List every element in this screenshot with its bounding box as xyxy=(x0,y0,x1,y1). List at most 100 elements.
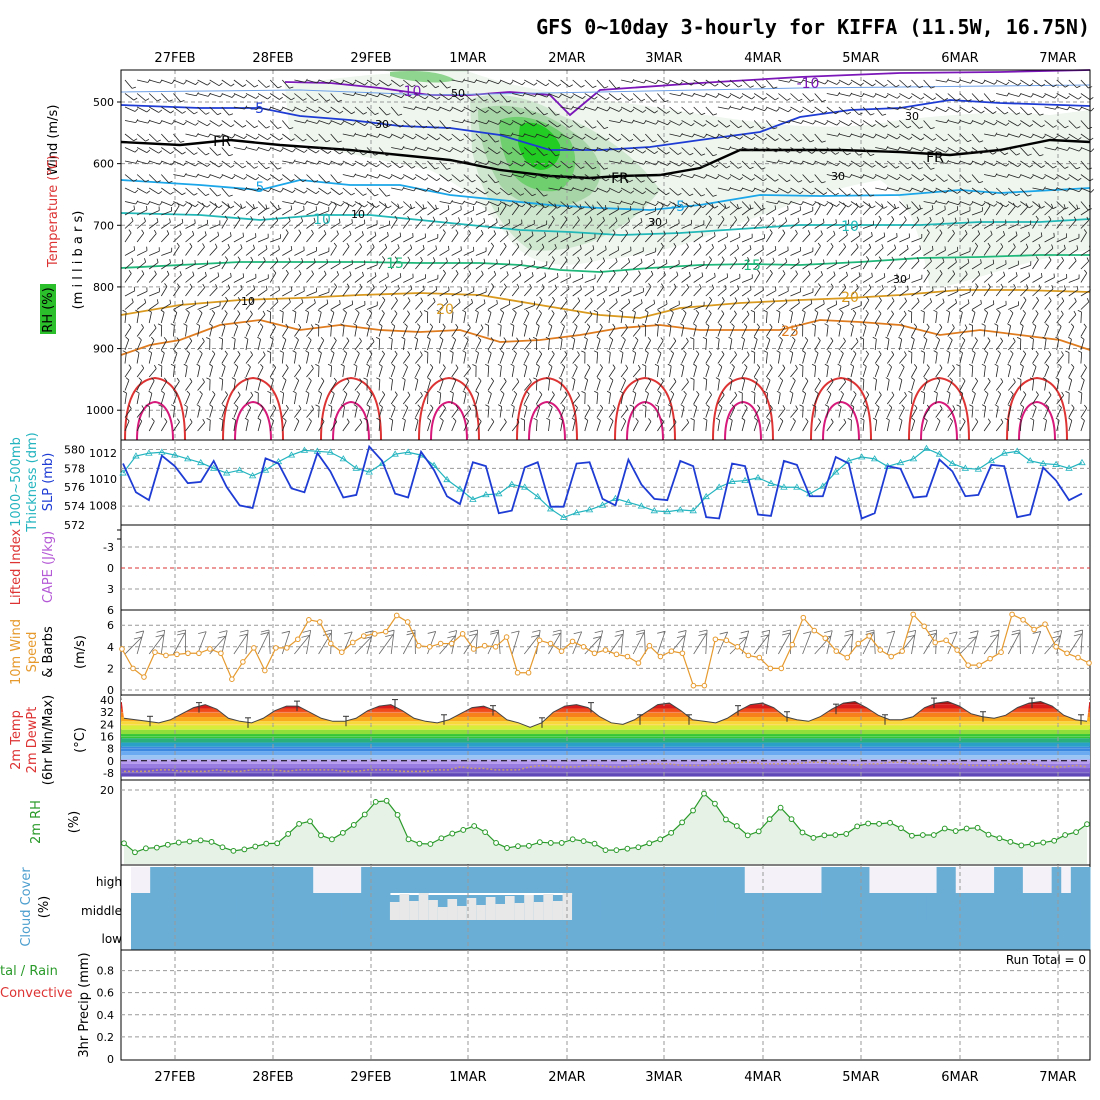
wind-barb xyxy=(197,174,209,179)
wind-barb-flag xyxy=(993,162,998,166)
wind-barb-flag xyxy=(837,173,841,178)
wind-barb-flag xyxy=(247,323,251,327)
wind-barb-flag xyxy=(580,285,582,290)
wind-barb xyxy=(996,133,1007,138)
wind-barb xyxy=(935,273,943,283)
wind-barb xyxy=(463,79,475,84)
thickness-point xyxy=(676,506,684,513)
wind-barb xyxy=(269,407,277,418)
wind-barb-flag xyxy=(702,205,707,208)
rh2m-point xyxy=(318,832,324,839)
wind-barb-flag xyxy=(462,390,467,394)
wind-barb xyxy=(148,327,157,337)
wind-barb-flag xyxy=(994,363,999,367)
wind-barb xyxy=(959,291,971,297)
wind-barb-flag xyxy=(304,78,308,83)
wind-barb-flag xyxy=(568,125,573,128)
wind-barb xyxy=(197,422,205,432)
wind-barb-flag xyxy=(516,202,520,207)
wind-barb-flag xyxy=(652,99,657,102)
wind-barb xyxy=(245,300,254,310)
wind-barb-flag xyxy=(1028,231,1030,236)
wind-barb xyxy=(1020,79,1030,87)
wind-barb xyxy=(971,274,981,283)
wind-barb-flag xyxy=(663,271,666,276)
wind-barb xyxy=(572,93,583,100)
wind-barb xyxy=(874,325,880,337)
wind-barb xyxy=(729,354,737,364)
wind-barb-flag xyxy=(934,200,937,204)
wind-barb xyxy=(1056,248,1066,256)
wind-barb-flag xyxy=(577,391,580,396)
wind-barb-flag xyxy=(799,364,804,367)
wind-barb xyxy=(862,187,871,197)
wind-barb-flag xyxy=(756,323,760,328)
wind-barb-flag xyxy=(503,337,507,342)
wind10-barb xyxy=(523,634,540,655)
wind-barb xyxy=(705,106,714,116)
wind-barb xyxy=(536,394,543,405)
thickness-point xyxy=(793,483,801,490)
wind-barb-flag xyxy=(981,363,986,367)
wind-barb xyxy=(354,106,364,115)
wind10-point xyxy=(679,650,686,657)
wind-barb xyxy=(1080,220,1089,229)
wind-barb xyxy=(439,273,446,283)
wind-barb-flag xyxy=(176,202,180,206)
wind-barb xyxy=(197,106,207,115)
wind-barb-flag xyxy=(455,405,459,409)
wind-barb xyxy=(209,406,214,418)
wind-barb xyxy=(173,274,182,283)
wind-barb-flag xyxy=(872,83,876,87)
wind-barb xyxy=(148,133,158,142)
wind-barb xyxy=(572,277,583,283)
wind-barb xyxy=(1068,314,1077,324)
wind-barb-flag xyxy=(237,310,241,315)
wind-barb xyxy=(874,160,885,169)
wind-barb-flag xyxy=(202,243,205,248)
wind-barb-flag xyxy=(1029,205,1033,209)
wind10-point xyxy=(921,623,927,630)
wind-barb xyxy=(294,312,297,324)
wind-barb-flag xyxy=(516,243,520,247)
wind-barb xyxy=(1032,235,1043,243)
wind-barb xyxy=(378,187,387,197)
wind-barb xyxy=(693,305,705,310)
wind-barb xyxy=(281,367,289,378)
wind-barb xyxy=(899,133,910,140)
wind-barb xyxy=(402,313,410,324)
wind-barb-flag xyxy=(131,217,134,222)
wind-barb xyxy=(996,79,1007,86)
wind-barb xyxy=(959,233,968,243)
wind-barb-flag xyxy=(353,404,358,408)
wind-barb-flag xyxy=(764,188,768,193)
wind-barb xyxy=(269,260,279,270)
wind-barb xyxy=(415,201,424,210)
wind-barb-flag xyxy=(894,285,897,290)
wind-barb xyxy=(173,174,185,177)
wind10-barb-flag xyxy=(530,634,540,638)
wind-barb-flag xyxy=(1020,363,1024,367)
wind-barb xyxy=(282,133,292,141)
wind-barb xyxy=(487,222,498,229)
wind-barb xyxy=(390,339,393,351)
wind-barb xyxy=(1044,201,1054,210)
wind-barb-flag xyxy=(929,298,933,303)
wind-barb-flag xyxy=(1042,94,1046,98)
wind-barb-flag xyxy=(516,337,520,342)
wind-barb xyxy=(306,262,316,270)
wind-barb-flag xyxy=(401,94,405,99)
wind-barb-flag xyxy=(721,310,725,315)
wind10-point xyxy=(503,634,510,640)
wind-barb-flag xyxy=(346,202,350,207)
wind-barb-flag xyxy=(596,336,601,340)
wind-barb-flag xyxy=(298,405,302,409)
contour-label: FR xyxy=(611,171,629,187)
slp-ylabel-1000-500: 1000~500mb xyxy=(9,437,24,527)
wind-barb xyxy=(511,353,517,364)
wind-barb xyxy=(584,93,595,100)
wind-barb-flag xyxy=(133,97,138,101)
wind-barb xyxy=(911,289,921,297)
wind-barb-flag xyxy=(529,243,532,248)
wind-barb-flag xyxy=(622,377,626,381)
